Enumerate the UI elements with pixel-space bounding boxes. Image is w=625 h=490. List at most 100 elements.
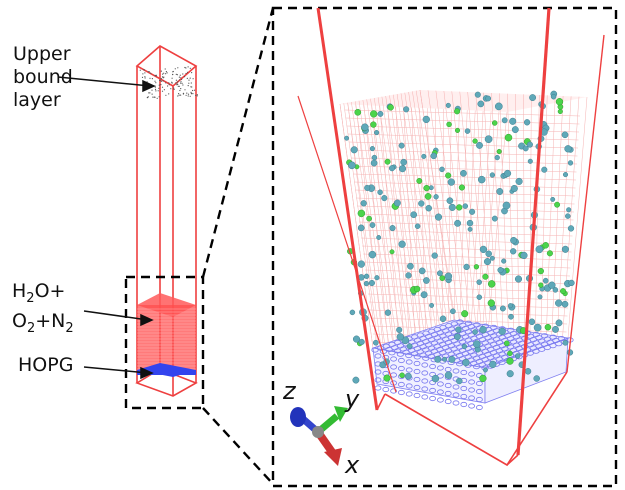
upper-layer-dot [162,80,164,82]
gas-label: H2O+ O2+N2 [12,280,74,336]
gas-grid-line [365,277,570,285]
hopg-ring [397,357,405,364]
upper-layer-dot [168,93,170,95]
gas-grid-line [369,309,568,317]
upper-layer-dot [190,82,192,84]
upper-layer-dot [177,67,179,69]
water-molecule [442,356,448,362]
hopg-ring [397,365,405,372]
water-molecule [514,275,523,283]
hopg-ring [452,400,460,406]
water-molecule [552,287,559,293]
upper-layer-dot [157,90,159,92]
water-molecule [450,308,456,315]
water-molecule [561,300,569,308]
upper-layer-dot [176,84,178,86]
hopg-ring [429,395,437,402]
upper-layer-dot [179,79,181,81]
water-molecule [364,184,371,191]
hopg-ring [397,381,405,388]
upper-layer-dot [187,95,189,97]
o2-molecule [370,121,377,128]
water-molecule [523,119,531,126]
water-molecule [431,252,438,259]
o2-molecule [423,184,430,192]
upper-layer-dot [178,76,180,78]
upper-layer-dot [184,66,186,69]
water-molecule [564,145,572,153]
gas-grid-line [523,94,525,332]
hopg-ring [460,401,468,408]
upper-layer-dot [196,95,198,97]
gas-grid-line [396,93,432,329]
water-molecule [398,165,407,173]
overview-gas-region [137,293,196,370]
upper-layer-dot [160,80,162,82]
hopg-ring [452,384,460,390]
water-molecule [501,117,508,124]
water-molecule [456,377,463,385]
upper-layer-dot [173,87,175,89]
o2-molecule [389,249,395,255]
water-molecule [398,240,406,248]
water-molecule [522,145,529,152]
upper-layer-dot [172,70,174,73]
upper-layer-dot [178,94,180,96]
upper-layer-dot [186,77,188,79]
water-molecule [501,258,507,264]
gas-grid-line [352,173,577,181]
water-molecule [489,172,496,178]
hopg-ring [452,368,460,374]
upper-layer-dot [152,96,154,98]
hopg-label: HOPG [18,354,74,376]
upper-layer-dot [147,71,149,73]
gas-grid-line [358,221,574,229]
upper-layer-dot [179,89,181,92]
water-molecule [515,177,523,185]
upper-layer-dot [154,75,156,77]
water-molecule [469,208,476,215]
annotation-arrows [57,76,156,380]
water-molecule [454,219,462,227]
water-molecule [363,280,370,287]
hopg-ring [468,395,476,401]
hopg-ring [421,378,429,384]
o2-molecule [416,177,423,184]
water-molecule [466,219,474,227]
water-molecule [473,340,481,348]
o2-molecule [384,158,391,165]
o2-molecule [472,138,478,144]
o2-molecule [537,267,544,275]
upper-layer-dot [184,89,186,91]
axis-x-label: x [345,451,360,479]
upper-layer-dot [189,67,191,69]
hopg-ring [405,359,413,365]
water-molecule [404,372,412,380]
upper-layer-dot [177,83,179,86]
hopg-ring [421,370,429,376]
upper-layer-dot [170,88,172,90]
gas-grid-line [567,96,588,339]
water-molecule [509,117,517,125]
upper-layer-dot [149,77,151,79]
o2-molecule [383,374,391,382]
hopg-ring [468,403,476,409]
water-molecule [499,305,506,312]
upper-layer-dot [187,66,189,68]
water-molecule [374,130,380,136]
hopg-ring [390,356,398,362]
gas-grid-line [395,106,411,355]
o2-molecule [507,350,513,357]
upper-layer-dot [185,67,187,69]
upper-layer-dot [144,76,146,78]
gas-grid-line [404,92,440,326]
upper-layer-dot [188,79,190,81]
upper-layer-dot [189,77,191,79]
hopg-ring [436,389,444,395]
water-molecule [396,333,404,341]
water-molecule [476,294,483,300]
water-molecule [349,309,356,316]
upper-layer-dot [154,96,156,98]
o2-molecule [503,340,510,347]
